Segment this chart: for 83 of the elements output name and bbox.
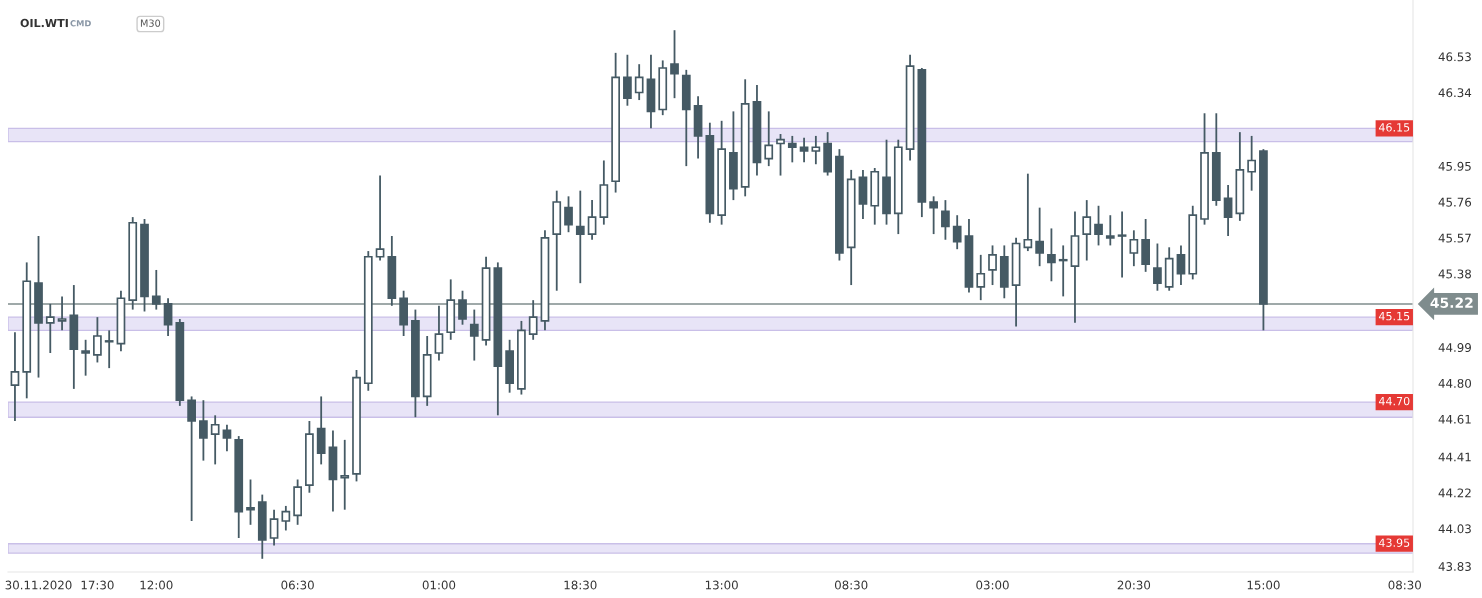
candlestick [587,199,597,241]
y-tick-label: 44.61 [1438,414,1471,424]
candlestick [199,399,208,462]
candlestick [670,29,679,100]
candlestick [246,478,255,526]
y-tick-label: 44.80 [1438,378,1472,388]
candlestick [434,304,444,362]
candlestick [1117,210,1127,279]
candlestick [375,174,385,262]
x-tick-label: 20:30 [1117,580,1151,590]
x-tick-label: 15:00 [1247,580,1280,590]
y-tick-label: 46.34 [1438,88,1472,98]
candlestick [45,303,55,354]
candlestick [976,253,986,302]
candlestick [634,63,644,101]
candlestick [1094,204,1103,247]
candlestick [988,244,997,286]
candlestick [1023,172,1033,252]
x-tick-label: 30.11.2020 [5,580,72,590]
x-tick-label: 01:00 [422,580,456,590]
x-tick-label: 08:30 [834,580,868,590]
candlestick [469,308,479,362]
text: CMD [70,20,91,27]
x-tick-label: 08:30 [1388,580,1421,590]
candlestick [340,438,350,511]
x-tick-label: 03:00 [976,580,1009,590]
y-tick-label: 45.95 [1438,161,1471,171]
candlestick [764,110,774,168]
y-tick-label: 44.22 [1438,488,1471,498]
y-tick-label: 44.99 [1438,343,1471,353]
candlestick [210,414,220,466]
candlestick [458,289,467,326]
candlestick [1082,199,1092,262]
candlestick [1047,227,1056,283]
band-label: 46.15 [1378,123,1410,132]
y-tick-label: 45.57 [1438,233,1471,243]
annotation: M30 [140,19,161,27]
candlestick [623,53,632,107]
y-tick-label: 43.83 [1438,562,1471,571]
candlestick [222,423,232,453]
band-label: 45.15 [1378,312,1410,321]
candlestick [1223,184,1233,237]
candlestick [93,316,102,364]
x-tick-label: 17:30 [81,580,114,590]
band-label: 43.95 [1378,538,1410,547]
candlestick [575,189,585,285]
candlestick [104,329,114,370]
candlestick [1035,206,1045,268]
text: OIL.WTI [20,18,68,28]
candlestick [528,299,538,341]
y-tick-label: 44.41 [1438,452,1471,462]
candlestick [776,133,785,177]
x-tick-label: 06:30 [281,580,314,590]
candlestick [281,505,291,532]
y-tick-label: 46.53 [1438,52,1471,62]
candlestick [564,195,573,234]
candlestick [787,135,797,164]
y-tick-label: 44.03 [1438,524,1471,534]
candlestick [1129,229,1139,268]
candlestick [10,331,20,422]
candlestick [57,295,67,332]
candlestick [163,297,173,337]
y-tick-label: 45.76 [1438,197,1472,207]
ref-line-label: 45.22 [1430,297,1473,308]
candlestick [799,136,809,164]
candlestick [187,395,196,522]
candlestick [952,214,962,251]
candlestick [929,195,939,235]
x-tick-label: 13:00 [705,580,738,590]
band-label: 44.70 [1378,396,1410,406]
candlestick [81,338,90,377]
candlestick [1105,214,1115,247]
candlestick [811,135,821,166]
candlestick [151,269,161,311]
candlestick [941,199,950,241]
y-tick-label: 45.38 [1438,269,1471,279]
candlestick [1153,242,1162,292]
candlestick [1247,135,1257,192]
candlestick [1058,244,1068,298]
candlestick [269,508,279,547]
candlestick [1176,244,1186,286]
x-tick-label: 18:30 [564,580,597,590]
x-tick-label: 12:00 [140,580,173,590]
